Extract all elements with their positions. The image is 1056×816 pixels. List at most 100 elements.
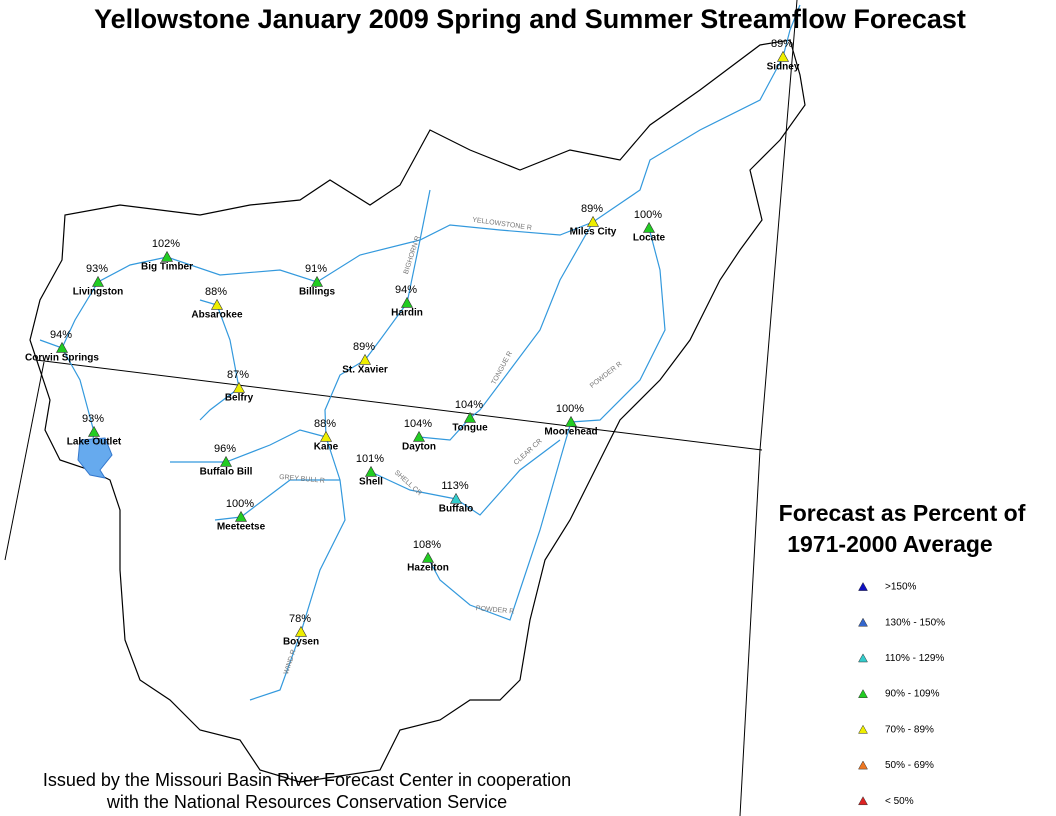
stations: 89% Sidney 89% Miles City 100% Locate 102% Big …	[25, 38, 800, 648]
legend-marker	[858, 581, 868, 591]
state-line	[739, 449, 761, 816]
legend-marker	[858, 796, 868, 806]
station-forecast: 78%	[289, 613, 311, 625]
station-name: Boysen	[283, 637, 319, 648]
station-marker	[463, 411, 477, 423]
station-marker	[358, 353, 372, 365]
station-marker	[210, 298, 224, 310]
station-forecast: 93%	[82, 413, 104, 425]
station-forecast: 104%	[455, 399, 483, 411]
station-marker	[449, 492, 463, 504]
river-label: GREY BULL R	[279, 474, 325, 485]
station-forecast: 108%	[413, 539, 441, 551]
river	[214, 479, 340, 521]
river	[418, 221, 594, 441]
legend-marker	[858, 689, 868, 698]
station-marker	[412, 430, 426, 442]
station-marker	[232, 381, 246, 393]
legend-marker	[858, 653, 868, 663]
station-name: Dayton	[402, 442, 436, 453]
station-marker	[586, 215, 600, 227]
station-name: Moorehead	[544, 427, 597, 438]
station-forecast: 93%	[86, 263, 108, 275]
station-marker	[421, 551, 435, 563]
station-name: Hazelton	[407, 563, 449, 574]
station-name: Billings	[299, 287, 336, 298]
state-line	[4, 361, 45, 561]
station-marker	[564, 415, 578, 427]
station-forecast: 87%	[227, 369, 249, 381]
station-marker	[234, 510, 248, 522]
station-forecast: 88%	[314, 418, 336, 430]
station-forecast: 113%	[441, 480, 469, 492]
legend-label: < 50%	[885, 796, 914, 807]
station-marker	[364, 465, 378, 477]
station-name: Sidney	[767, 62, 800, 73]
legend-label: 110% - 129%	[885, 653, 944, 664]
station-forecast: 89%	[581, 203, 603, 215]
footer: Issued by the Missouri Basin River Forec…	[43, 770, 571, 790]
river	[406, 189, 431, 304]
station-name: Belfry	[225, 393, 254, 404]
footer: with the National Resources Conservation…	[106, 792, 507, 812]
river	[199, 387, 240, 421]
station-name: Tongue	[452, 423, 488, 434]
station-marker	[319, 430, 333, 442]
station-forecast: 102%	[152, 238, 180, 250]
legend-label: 130% - 150%	[885, 617, 945, 628]
station-forecast: 104%	[404, 418, 432, 430]
station-name: Corwin Springs	[25, 353, 99, 364]
legend-marker	[858, 617, 868, 627]
title: Yellowstone January 2009 Spring and Summ…	[94, 4, 966, 34]
station-name: Hardin	[391, 308, 423, 319]
station-forecast: 88%	[205, 286, 227, 298]
station-forecast: 101%	[356, 453, 384, 465]
legend-title: 1971-2000 Average	[787, 531, 992, 557]
legend-marker	[858, 760, 868, 770]
state-line	[35, 359, 763, 451]
legend: >150% 130% - 150% 110% - 129% 90% - 109% 70%…	[858, 581, 945, 807]
station-name: Buffalo	[439, 504, 473, 515]
station-name: Kane	[314, 442, 339, 453]
station-name: Big Timber	[141, 262, 193, 273]
river	[170, 429, 327, 463]
station-forecast: 91%	[305, 263, 327, 275]
station-name: Shell	[359, 477, 383, 488]
station-forecast: 94%	[50, 329, 72, 341]
state-line	[759, 0, 798, 451]
river	[782, 4, 801, 58]
station-marker	[310, 275, 324, 287]
basin-outline	[29, 39, 806, 783]
station-name: Lake Outlet	[67, 437, 122, 448]
station-forecast: 89%	[771, 38, 793, 50]
station-name: Locate	[633, 233, 666, 244]
station-forecast: 100%	[556, 403, 584, 415]
station-marker	[87, 425, 101, 437]
station-marker	[642, 221, 656, 233]
station-marker	[294, 625, 308, 637]
legend-title: Forecast as Percent of	[779, 500, 1026, 526]
lake	[77, 437, 113, 479]
station-name: Livingston	[73, 287, 124, 298]
legend-label: 50% - 69%	[885, 760, 934, 771]
station-forecast: 89%	[353, 341, 375, 353]
station-forecast: 100%	[226, 498, 254, 510]
station-name: Buffalo Bill	[200, 467, 253, 478]
station-marker	[776, 50, 790, 62]
station-forecast: 100%	[634, 209, 662, 221]
legend-marker	[858, 724, 868, 734]
station-forecast: 94%	[395, 284, 417, 296]
legend-label: 70% - 89%	[885, 724, 934, 735]
river	[249, 302, 408, 701]
station-name: Absarokee	[191, 310, 243, 321]
station-forecast: 96%	[214, 443, 236, 455]
station-marker	[219, 455, 233, 467]
station-marker	[400, 296, 414, 308]
legend-label: >150%	[885, 582, 917, 593]
boundaries	[4, 0, 798, 816]
river	[199, 299, 240, 389]
station-name: Meeteetse	[217, 522, 266, 533]
station-marker	[160, 250, 174, 262]
